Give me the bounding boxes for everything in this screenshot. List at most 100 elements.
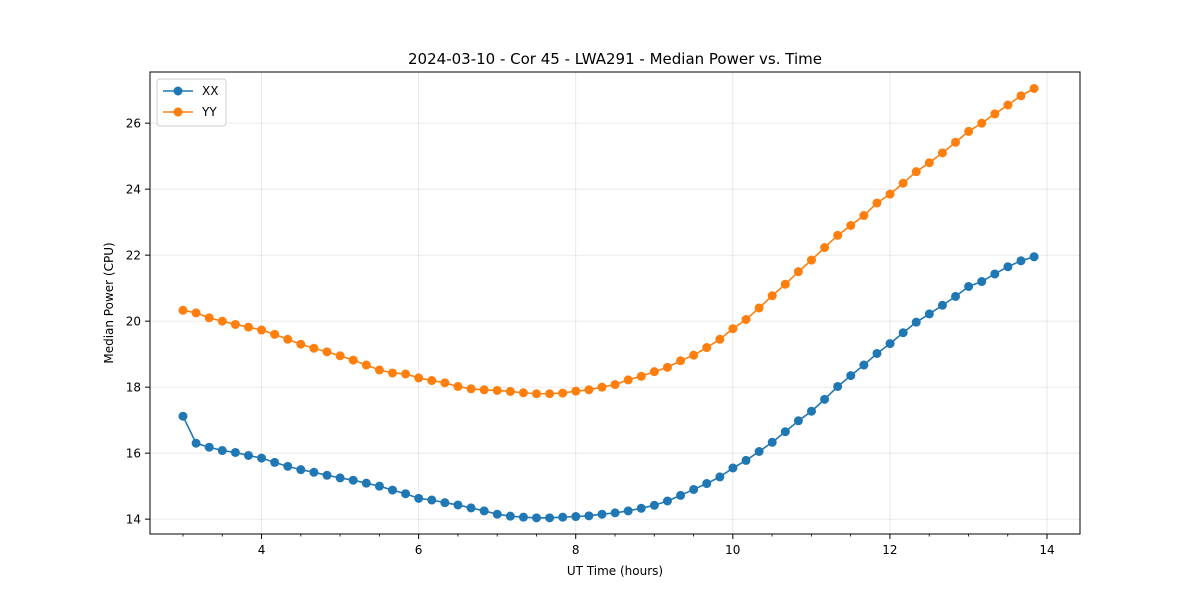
data-point-yy (178, 305, 188, 315)
data-point-xx (283, 461, 293, 471)
data-point-yy (558, 388, 568, 398)
data-point-yy (689, 350, 699, 360)
data-point-yy (309, 343, 319, 353)
data-point-yy (702, 343, 712, 353)
data-point-xx (676, 490, 686, 500)
data-point-xx (361, 478, 371, 488)
data-point-xx (401, 489, 411, 499)
data-point-yy (532, 389, 542, 399)
data-point-xx (466, 503, 476, 513)
data-point-xx (1003, 262, 1013, 272)
data-point-yy (1003, 100, 1013, 110)
data-point-yy (427, 376, 437, 386)
data-point-xx (558, 512, 568, 522)
data-point-yy (715, 334, 725, 344)
data-point-yy (466, 384, 476, 394)
data-point-xx (178, 411, 188, 421)
data-point-yy (348, 355, 358, 365)
data-point-xx (545, 513, 555, 523)
data-point-yy (584, 385, 594, 395)
data-point-xx (532, 513, 542, 523)
x-tick-label: 10 (725, 543, 740, 557)
data-point-xx (584, 511, 594, 521)
data-point-yy (545, 389, 555, 399)
y-tick-label: 18 (126, 381, 141, 395)
data-point-xx (780, 427, 790, 437)
data-point-yy (335, 351, 345, 361)
data-point-xx (937, 300, 947, 310)
data-point-xx (505, 511, 515, 521)
data-point-yy (859, 211, 869, 221)
data-point-xx (518, 512, 528, 522)
data-point-xx (885, 339, 895, 349)
data-point-yy (937, 148, 947, 158)
data-point-xx (833, 381, 843, 391)
data-point-yy (793, 267, 803, 277)
data-point-yy (649, 367, 659, 377)
data-point-yy (505, 386, 515, 396)
data-point-xx (793, 416, 803, 426)
x-axis-label: UT Time (hours) (567, 564, 663, 578)
data-point-yy (741, 315, 751, 324)
x-tick-label: 6 (415, 543, 423, 557)
data-point-yy (217, 316, 227, 326)
data-point-xx (322, 470, 332, 480)
data-point-xx (806, 406, 816, 416)
data-point-xx (977, 277, 987, 287)
y-tick-label: 26 (126, 117, 141, 131)
data-point-yy (676, 356, 686, 366)
y-tick-label: 20 (126, 315, 141, 329)
data-point-yy (820, 243, 830, 253)
data-point-yy (230, 319, 240, 329)
data-point-yy (518, 388, 528, 398)
data-point-yy (610, 380, 620, 390)
data-point-xx (348, 475, 358, 485)
data-point-yy (885, 189, 895, 199)
data-point-xx (217, 446, 227, 456)
data-point-yy (401, 369, 411, 379)
data-point-yy (243, 322, 253, 332)
series-layer (178, 84, 1039, 523)
y-tick-label: 14 (126, 513, 141, 527)
data-point-xx (898, 328, 908, 338)
data-point-yy (479, 385, 489, 395)
data-point-yy (780, 279, 790, 289)
data-point-xx (453, 500, 463, 510)
data-point-yy (296, 339, 306, 349)
axis-ticks: 4 6 8 10 12 14 14 16 18 20 22 24 26 (126, 117, 1055, 557)
legend-label-yy: YY (201, 105, 217, 119)
x-tick-label: 14 (1039, 543, 1054, 557)
data-point-yy (924, 158, 934, 168)
data-point-xx (649, 500, 659, 510)
data-point-xx (427, 495, 437, 505)
data-point-yy (964, 126, 974, 136)
data-point-xx (924, 309, 934, 319)
data-point-xx (492, 509, 502, 519)
data-point-xx (951, 291, 961, 301)
data-point-yy (440, 378, 450, 388)
data-point-yy (872, 198, 882, 208)
data-point-xx (741, 455, 751, 465)
data-point-xx (597, 509, 607, 519)
data-point-xx (636, 503, 646, 513)
data-point-xx (767, 437, 777, 447)
legend-marker-xx (173, 86, 183, 96)
data-point-xx (662, 496, 672, 506)
data-point-yy (597, 382, 607, 392)
data-point-xx (689, 484, 699, 494)
legend-label-xx: XX (202, 84, 218, 98)
data-point-yy (636, 371, 646, 381)
data-point-xx (309, 467, 319, 477)
data-point-xx (728, 463, 738, 473)
data-point-yy (283, 334, 293, 344)
data-point-yy (767, 291, 777, 301)
data-point-xx (754, 447, 764, 456)
data-point-yy (728, 324, 738, 334)
data-point-xx (571, 512, 581, 522)
data-point-yy (492, 385, 502, 395)
y-tick-label: 24 (126, 183, 141, 197)
data-point-yy (806, 255, 816, 265)
data-point-yy (571, 386, 581, 396)
data-point-xx (270, 457, 280, 467)
data-point-xx (296, 465, 306, 475)
